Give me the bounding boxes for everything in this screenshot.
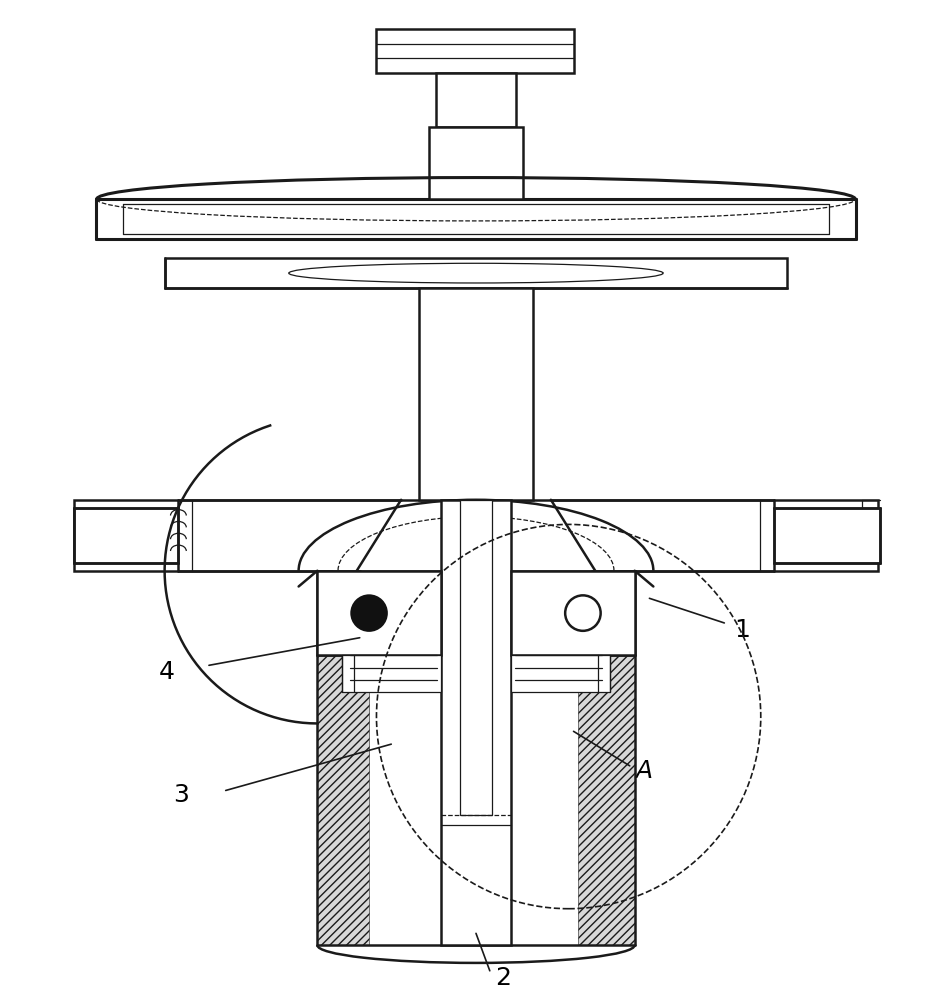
Bar (460, 500, 492, 815)
Bar (578, 620, 634, 945)
Bar (773, 508, 880, 563)
Text: A: A (635, 759, 652, 783)
Text: 1: 1 (734, 618, 750, 642)
Bar (512, 571, 634, 655)
Bar (165, 258, 787, 288)
Bar (442, 502, 510, 943)
Polygon shape (299, 500, 653, 571)
Text: 4: 4 (159, 660, 174, 684)
Bar (440, 500, 512, 945)
Circle shape (565, 595, 601, 631)
Bar (514, 573, 632, 653)
Bar (512, 655, 610, 692)
Bar (434, 127, 518, 194)
Bar (318, 571, 361, 620)
Bar (429, 127, 523, 199)
Bar (422, 290, 531, 498)
Text: 3: 3 (173, 783, 189, 807)
Bar (418, 288, 534, 500)
Bar (342, 655, 440, 692)
Bar (436, 73, 516, 127)
Bar (74, 500, 878, 571)
Bar (318, 571, 440, 655)
Bar (320, 573, 438, 653)
Bar (74, 508, 179, 563)
Bar (591, 571, 634, 620)
Circle shape (351, 595, 387, 631)
Text: 2: 2 (495, 966, 511, 990)
Bar (377, 29, 573, 73)
Bar (318, 620, 369, 945)
